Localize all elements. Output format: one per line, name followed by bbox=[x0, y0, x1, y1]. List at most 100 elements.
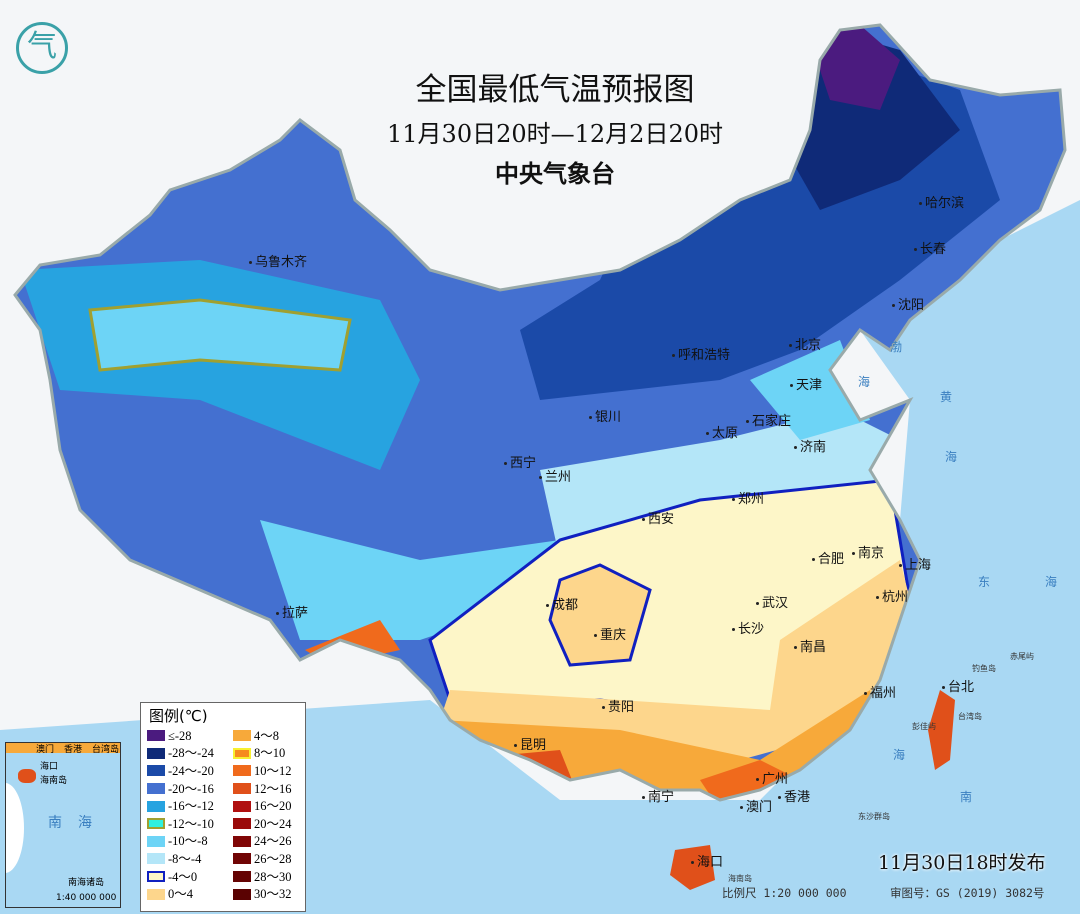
hainan bbox=[670, 845, 715, 890]
legend-label: 24～26 bbox=[254, 834, 292, 849]
legend-swatch bbox=[147, 800, 165, 812]
legend-swatch bbox=[233, 835, 251, 847]
issue-time: 11月30日18时发布 bbox=[878, 852, 1046, 874]
legend-swatch bbox=[233, 747, 251, 759]
inset-label: 台湾岛 bbox=[92, 745, 120, 755]
sea-label: 海 bbox=[1045, 575, 1058, 589]
city-label: 上海 bbox=[898, 558, 932, 573]
legend-swatch bbox=[233, 730, 251, 742]
inset-label: 南 bbox=[48, 815, 62, 831]
legend-item: 12～16 bbox=[227, 780, 305, 798]
inset-scale: 1:40 000 000 bbox=[56, 893, 117, 903]
legend-swatch bbox=[147, 888, 165, 900]
legend-swatch bbox=[147, 835, 165, 847]
legend-item: 30～32 bbox=[227, 885, 305, 903]
legend-item: 8～10 bbox=[227, 745, 305, 763]
legend-swatch bbox=[233, 871, 251, 883]
city-label: 沈阳 bbox=[891, 298, 925, 313]
city-label: 乌鲁木齐 bbox=[248, 255, 308, 270]
city-label: 拉萨 bbox=[275, 606, 309, 621]
legend-item: 10～12 bbox=[227, 762, 305, 780]
city-label: 香港 bbox=[777, 790, 811, 805]
legend-swatch bbox=[147, 853, 165, 865]
legend-label: 26～28 bbox=[254, 851, 292, 866]
legend-item: -4～0 bbox=[141, 868, 227, 886]
legend-label: -24～-20 bbox=[168, 763, 214, 778]
city-label: 昆明 bbox=[513, 738, 547, 753]
legend-item: 16～20 bbox=[227, 797, 305, 815]
city-label: 福州 bbox=[863, 686, 897, 701]
sea-label: 黄 bbox=[940, 390, 953, 404]
city-label: 西安 bbox=[641, 512, 675, 527]
city-label: 长春 bbox=[913, 242, 947, 257]
sea-label: 海 bbox=[893, 748, 906, 762]
south-china-sea-inset: 澳门 香港 台湾岛 海口 海南岛 南 海 南海诸岛 1:40 000 000 bbox=[5, 742, 121, 908]
issuer: 中央气象台 bbox=[495, 160, 615, 188]
city-label: 海口 bbox=[690, 855, 724, 870]
city-label: 武汉 bbox=[755, 596, 789, 611]
city-label: 成都 bbox=[545, 598, 579, 613]
legend-item: -20～-16 bbox=[141, 780, 227, 798]
legend-swatch bbox=[147, 730, 165, 742]
legend-label: 12～16 bbox=[254, 781, 292, 796]
city-label: 哈尔滨 bbox=[918, 196, 965, 211]
legend-item: -10～-8 bbox=[141, 833, 227, 851]
city-label: 西宁 bbox=[503, 456, 537, 471]
city-label: 合肥 bbox=[811, 552, 845, 567]
legend-label: 8～10 bbox=[254, 746, 286, 761]
legend-swatch bbox=[233, 783, 251, 795]
legend-item: 20～24 bbox=[227, 815, 305, 833]
legend-label: -8～-4 bbox=[168, 851, 202, 866]
legend-label: 10～12 bbox=[254, 763, 292, 778]
sea-label: 渤 bbox=[890, 340, 903, 354]
legend-label: 4～8 bbox=[254, 728, 280, 743]
inset-label: 海南岛 bbox=[40, 776, 68, 786]
city-label: 郑州 bbox=[731, 492, 765, 507]
legend-label: -10～-8 bbox=[168, 834, 208, 849]
legend-item: 26～28 bbox=[227, 850, 305, 868]
cma-logo: 气 bbox=[16, 22, 68, 74]
sea-label: 钓鱼岛 bbox=[972, 664, 996, 673]
inset-label: 南海诸岛 bbox=[68, 878, 105, 888]
legend-label: -28～-24 bbox=[168, 746, 214, 761]
sea-label: 东沙群岛 bbox=[858, 812, 890, 821]
sea-label: 海南岛 bbox=[728, 874, 752, 883]
map-title: 全国最低气温预报图 bbox=[415, 72, 695, 108]
sea-label: 台湾岛 bbox=[958, 712, 982, 721]
forecast-period: 11月30日20时—12月2日20时 bbox=[387, 120, 723, 148]
legend-item: -8～-4 bbox=[141, 850, 227, 868]
city-label: 台北 bbox=[941, 680, 975, 695]
legend-label: 28～30 bbox=[254, 869, 292, 884]
legend-label: -20～-16 bbox=[168, 781, 214, 796]
legend-item: -12～-10 bbox=[141, 815, 227, 833]
city-label: 济南 bbox=[793, 440, 827, 455]
legend-item: -16～-12 bbox=[141, 797, 227, 815]
legend-column: ≤-28 -28～-24 -24～-20 -20～-16 -16～-12 -12～-10 -… bbox=[141, 727, 227, 903]
legend-label: -16～-12 bbox=[168, 799, 214, 814]
legend-swatch bbox=[233, 853, 251, 865]
legend-item: 28～30 bbox=[227, 868, 305, 886]
inset-label: 海口 bbox=[40, 762, 59, 772]
city-label: 广州 bbox=[755, 772, 789, 787]
legend-title: 图例(℃) bbox=[149, 707, 208, 725]
city-label: 北京 bbox=[788, 338, 822, 353]
city-label: 银川 bbox=[588, 410, 622, 425]
city-label: 呼和浩特 bbox=[671, 348, 731, 363]
city-label: 南京 bbox=[851, 546, 885, 561]
city-label: 太原 bbox=[705, 426, 739, 441]
legend-swatch bbox=[233, 888, 251, 900]
map-approval: 审图号：GS (2019) 3082号 bbox=[890, 886, 1045, 900]
scale: 比例尺 1:20 000 000 bbox=[722, 886, 847, 900]
sea-label: 赤尾屿 bbox=[1010, 652, 1034, 661]
city-label: 南宁 bbox=[641, 790, 675, 805]
legend-item: -28～-24 bbox=[141, 745, 227, 763]
legend-label: -12～-10 bbox=[168, 816, 214, 831]
city-label: 南昌 bbox=[793, 640, 827, 655]
sea-label: 海 bbox=[945, 450, 958, 464]
city-label: 石家庄 bbox=[745, 414, 792, 429]
city-label: 天津 bbox=[789, 378, 823, 393]
legend-label: ≤-28 bbox=[168, 728, 192, 743]
city-label: 兰州 bbox=[538, 470, 572, 485]
legend: 图例(℃) ≤-28 -28～-24 -24～-20 -20～-16 -16～-12 -1… bbox=[140, 702, 306, 912]
